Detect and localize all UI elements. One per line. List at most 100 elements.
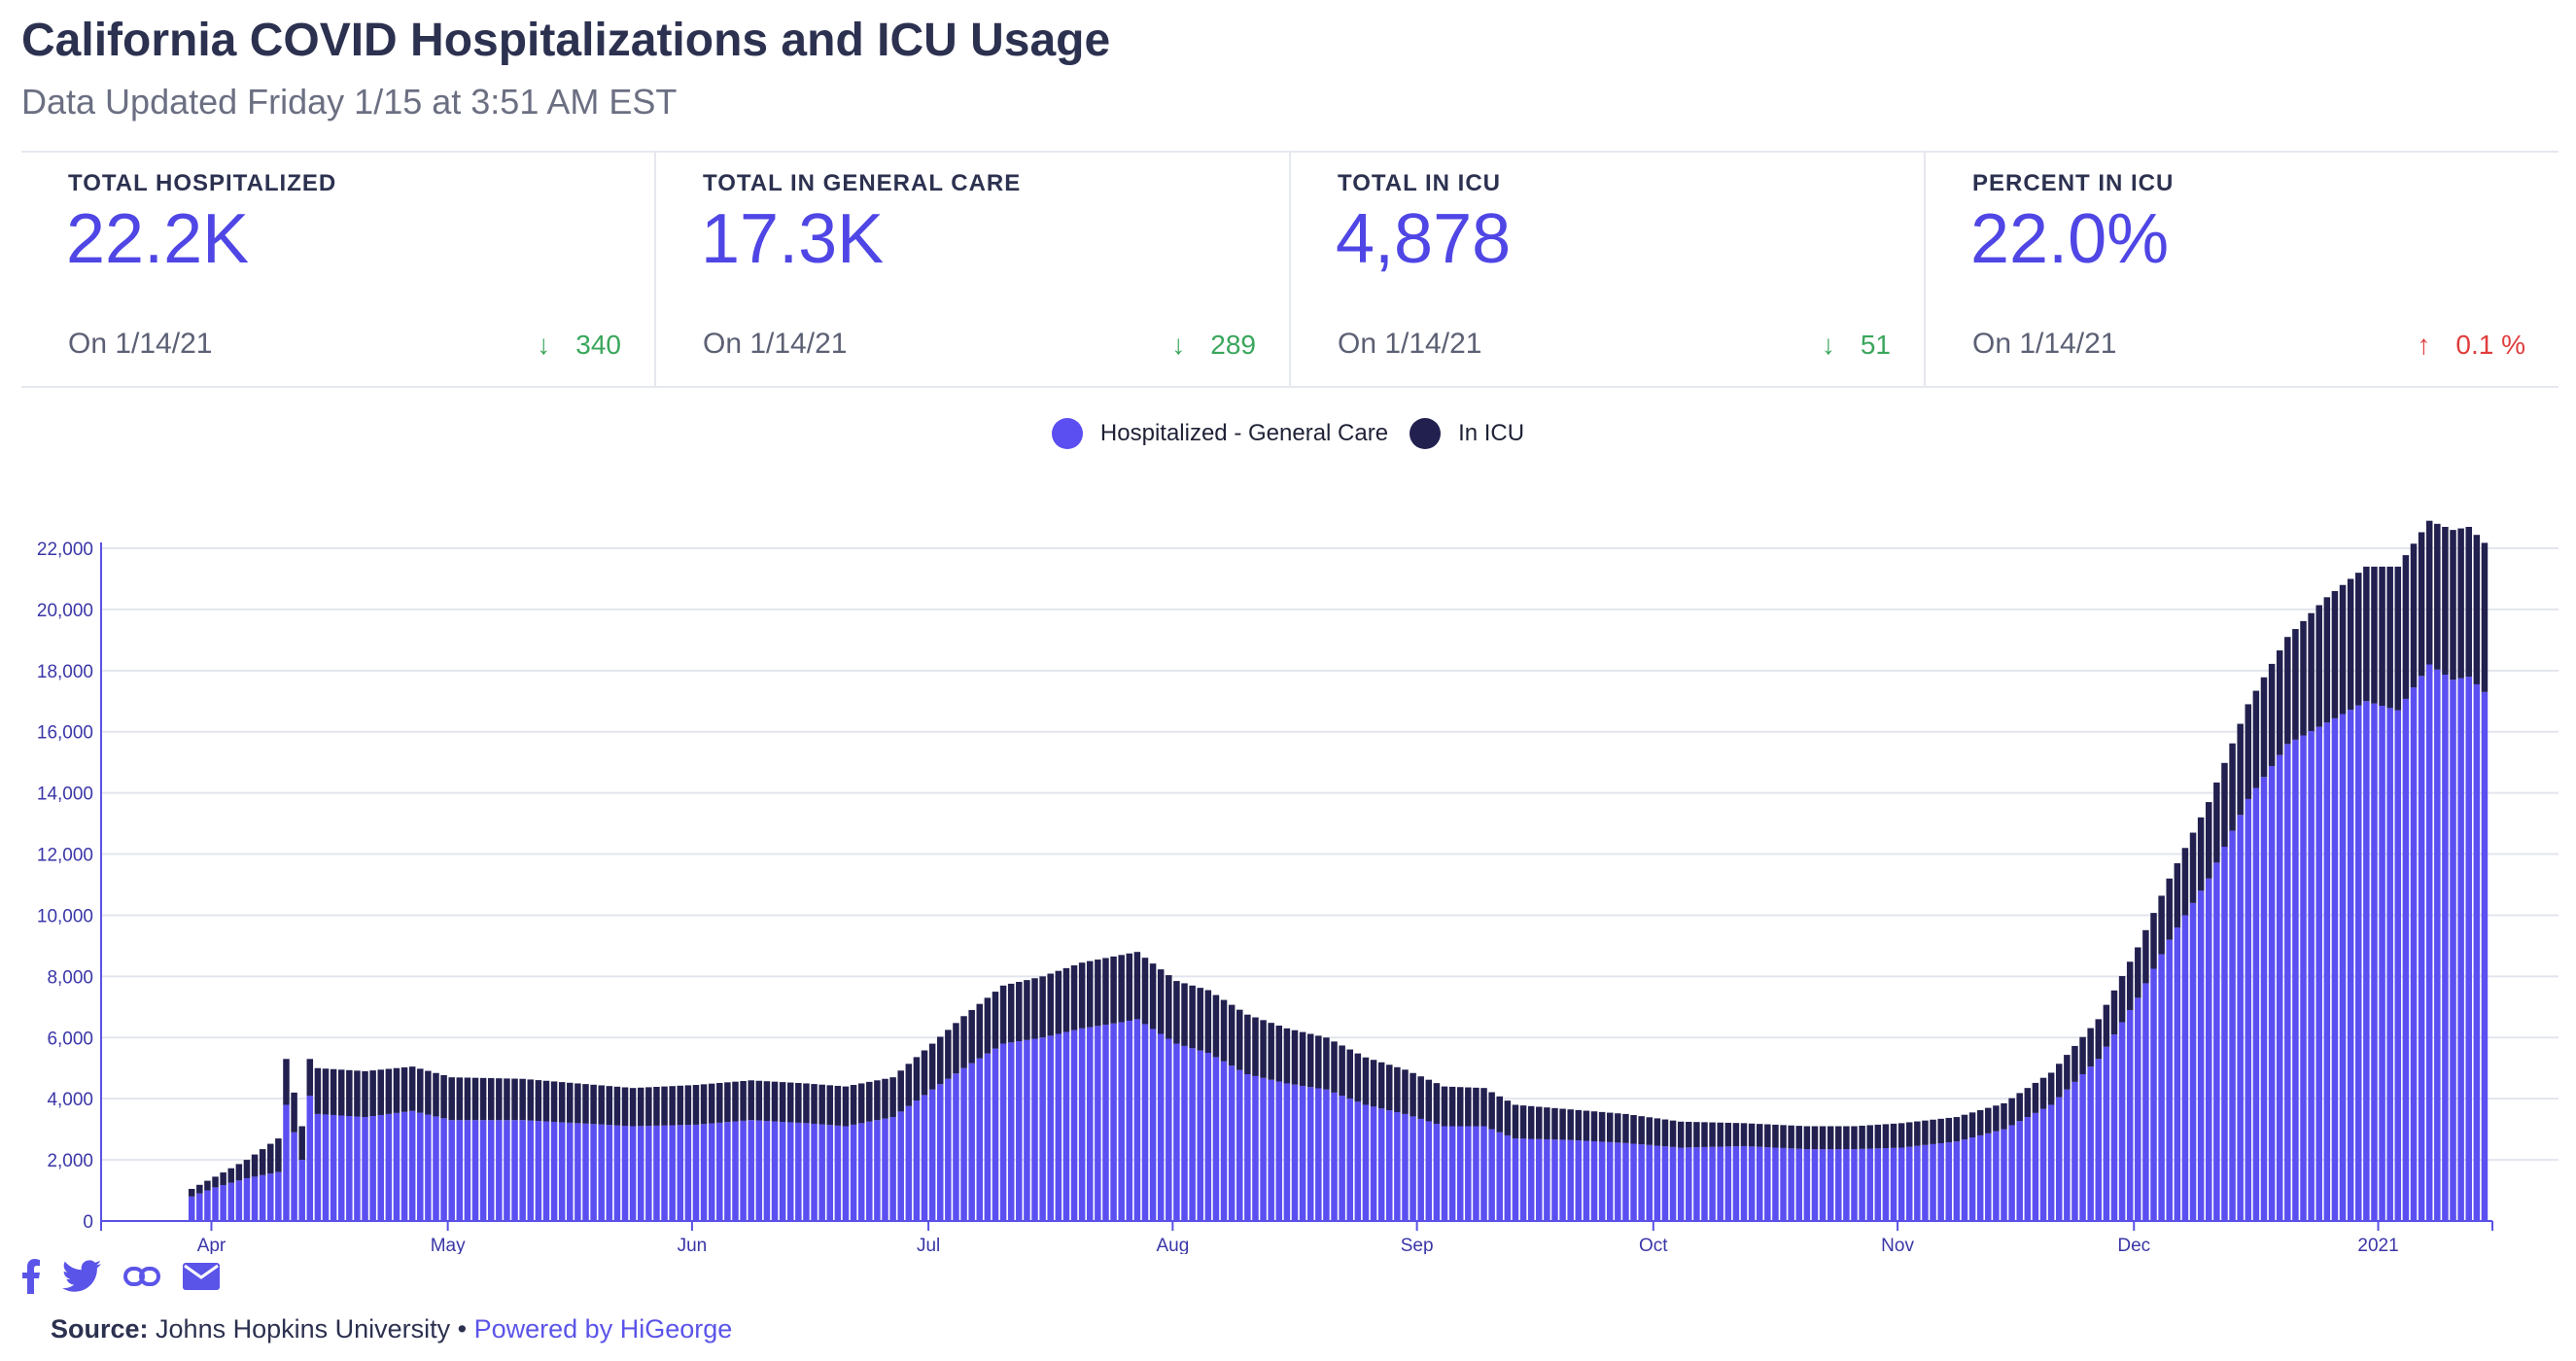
bar-general-care[interactable]	[1622, 1142, 1629, 1221]
bar-general-care[interactable]	[1968, 1137, 1976, 1221]
bar-icu[interactable]	[2142, 929, 2149, 984]
bar-icu[interactable]	[936, 1036, 944, 1085]
bar-general-care[interactable]	[2205, 878, 2212, 1221]
bar-general-care[interactable]	[306, 1096, 314, 1221]
bar-general-care[interactable]	[2135, 997, 2141, 1221]
bar-general-care[interactable]	[504, 1120, 510, 1221]
bar-general-care[interactable]	[1204, 1053, 1212, 1221]
powered-by-link[interactable]: Powered by HiGeorge	[473, 1314, 733, 1344]
bar-general-care[interactable]	[1275, 1081, 1283, 1221]
bar-general-care[interactable]	[1339, 1096, 1345, 1221]
bar-general-care[interactable]	[1732, 1146, 1740, 1221]
bar-icu[interactable]	[2087, 1028, 2094, 1067]
bar-icu[interactable]	[2418, 532, 2425, 677]
bar-icu[interactable]	[1654, 1118, 1661, 1146]
bar-general-care[interactable]	[1047, 1035, 1054, 1221]
bar-icu[interactable]	[716, 1083, 723, 1123]
bar-icu[interactable]	[1260, 1020, 1267, 1078]
bar-general-care[interactable]	[2008, 1125, 2015, 1221]
bar-general-care[interactable]	[2347, 710, 2354, 1221]
bar-icu[interactable]	[2055, 1064, 2063, 1098]
bar-icu[interactable]	[259, 1149, 266, 1175]
bar-icu[interactable]	[2300, 620, 2307, 736]
bar-general-care[interactable]	[732, 1121, 739, 1221]
bar-general-care[interactable]	[377, 1114, 385, 1221]
bar-general-care[interactable]	[1914, 1145, 1921, 1221]
bar-icu[interactable]	[850, 1085, 857, 1125]
bar-icu[interactable]	[1638, 1116, 1645, 1145]
bar-icu[interactable]	[1598, 1111, 1606, 1142]
bar-general-care[interactable]	[1244, 1074, 1251, 1221]
bar-general-care[interactable]	[1055, 1033, 1062, 1221]
bar-icu[interactable]	[755, 1080, 763, 1121]
bar-general-care[interactable]	[2095, 1059, 2103, 1221]
bar-general-care[interactable]	[1835, 1149, 1842, 1221]
bar-general-care[interactable]	[275, 1171, 282, 1221]
bar-general-care[interactable]	[1756, 1146, 1763, 1221]
bar-general-care[interactable]	[763, 1121, 771, 1221]
bar-icu[interactable]	[2276, 650, 2283, 755]
bar-general-care[interactable]	[2371, 703, 2378, 1221]
bar-general-care[interactable]	[1346, 1099, 1353, 1221]
bar-icu[interactable]	[1788, 1125, 1794, 1149]
bar-icu[interactable]	[1039, 976, 1046, 1038]
bar-icu[interactable]	[369, 1070, 376, 1117]
bar-general-care[interactable]	[479, 1120, 487, 1221]
bar-icu[interactable]	[1047, 973, 1054, 1036]
bar-general-care[interactable]	[535, 1121, 542, 1221]
bar-general-care[interactable]	[2071, 1081, 2078, 1221]
bar-general-care[interactable]	[322, 1114, 330, 1221]
bar-icu[interactable]	[945, 1029, 952, 1079]
bar-icu[interactable]	[661, 1086, 668, 1126]
bar-icu[interactable]	[1204, 990, 1212, 1053]
bar-general-care[interactable]	[1448, 1126, 1456, 1221]
bar-icu[interactable]	[479, 1077, 487, 1121]
bar-general-care[interactable]	[905, 1105, 913, 1221]
bar-icu[interactable]	[1212, 995, 1220, 1058]
bar-general-care[interactable]	[464, 1120, 471, 1221]
bar-icu[interactable]	[2205, 802, 2212, 879]
bar-icu[interactable]	[542, 1080, 550, 1122]
bar-general-care[interactable]	[2442, 675, 2449, 1221]
bar-icu[interactable]	[2095, 1019, 2103, 1060]
bar-general-care[interactable]	[220, 1185, 226, 1221]
bar-general-care[interactable]	[1654, 1145, 1661, 1221]
bar-icu[interactable]	[1686, 1121, 1692, 1148]
bar-general-care[interactable]	[842, 1126, 850, 1221]
bar-general-care[interactable]	[1126, 1020, 1133, 1221]
bar-icu[interactable]	[1527, 1105, 1535, 1139]
bar-icu[interactable]	[1976, 1109, 1984, 1135]
bar-general-care[interactable]	[2363, 701, 2370, 1221]
bar-general-care[interactable]	[2079, 1074, 2086, 1221]
bar-general-care[interactable]	[1473, 1126, 1479, 1221]
bar-icu[interactable]	[1448, 1086, 1456, 1127]
bar-general-care[interactable]	[1252, 1075, 1259, 1221]
bar-icu[interactable]	[1835, 1126, 1842, 1150]
bar-general-care[interactable]	[1323, 1089, 1330, 1221]
bar-icu[interactable]	[558, 1082, 566, 1123]
bar-general-care[interactable]	[243, 1177, 251, 1221]
bar-icu[interactable]	[1701, 1122, 1708, 1147]
bar-icu[interactable]	[2465, 526, 2472, 678]
bar-icu[interactable]	[2158, 895, 2165, 955]
bar-general-care[interactable]	[2473, 683, 2481, 1221]
bar-general-care[interactable]	[2284, 744, 2291, 1221]
bar-icu[interactable]	[2371, 566, 2378, 704]
bar-general-care[interactable]	[928, 1089, 936, 1221]
bar-icu[interactable]	[2221, 762, 2228, 847]
bar-general-care[interactable]	[1141, 1024, 1149, 1221]
bar-general-care[interactable]	[2260, 777, 2268, 1221]
bar-general-care[interactable]	[1362, 1104, 1370, 1221]
bar-general-care[interactable]	[1331, 1092, 1338, 1221]
bar-general-care[interactable]	[2457, 678, 2464, 1221]
bar-general-care[interactable]	[1377, 1108, 1385, 1221]
bar-icu[interactable]	[1630, 1115, 1637, 1144]
bar-general-care[interactable]	[1007, 1042, 1015, 1221]
bar-icu[interactable]	[1062, 967, 1070, 1032]
bar-icu[interactable]	[2284, 637, 2291, 745]
bar-icu[interactable]	[2032, 1082, 2039, 1113]
bar-icu[interactable]	[889, 1077, 896, 1118]
bar-icu[interactable]	[1961, 1114, 1968, 1140]
bar-icu[interactable]	[204, 1180, 211, 1191]
bar-icu[interactable]	[1843, 1126, 1850, 1150]
